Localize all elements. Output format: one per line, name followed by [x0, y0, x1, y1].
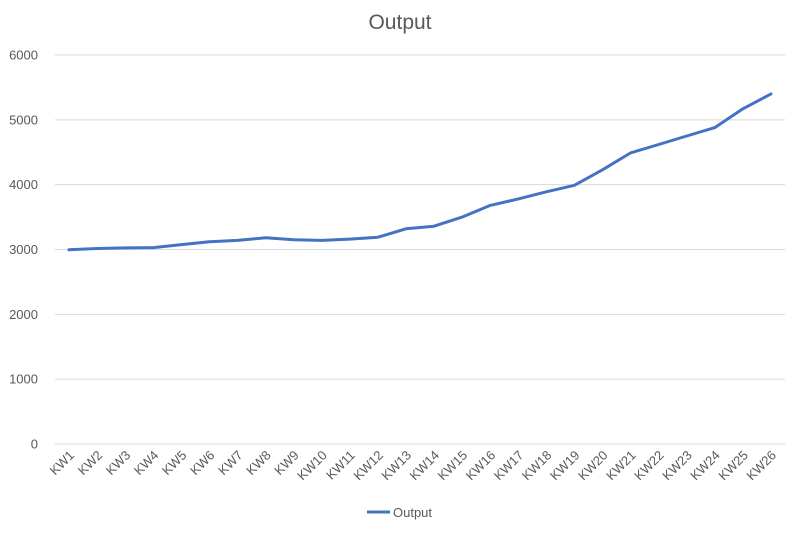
- chart-title: Output: [368, 11, 432, 34]
- x-tick-label: KW20: [575, 448, 611, 484]
- x-tick-label: KW18: [519, 448, 555, 484]
- x-tick-label: KW10: [294, 448, 330, 484]
- x-tick-label: KW7: [215, 448, 246, 479]
- y-tick-label: 6000: [9, 48, 38, 63]
- x-tick-label: KW13: [378, 448, 414, 484]
- series-lines: [67, 92, 773, 252]
- x-tick-label: KW4: [131, 448, 162, 479]
- x-tick-label: KW14: [407, 448, 443, 484]
- x-tick-label: KW19: [547, 448, 583, 484]
- y-tick-label: 3000: [9, 242, 38, 257]
- gridlines: [55, 54, 785, 445]
- x-tick-label: KW12: [350, 448, 386, 484]
- y-tick-label: 5000: [9, 112, 38, 127]
- x-tick-label: KW1: [47, 448, 78, 479]
- x-tick-label: KW26: [743, 448, 779, 484]
- x-tick-label: KW16: [463, 448, 499, 484]
- x-tick-label: KW23: [659, 448, 695, 484]
- x-tick-label: KW21: [603, 448, 639, 484]
- y-axis-ticks: 0 1000 2000 3000 4000 5000 6000: [9, 48, 38, 452]
- y-tick-label: 0: [31, 437, 38, 452]
- y-tick-label: 4000: [9, 177, 38, 192]
- x-tick-label: KW11: [323, 448, 358, 483]
- x-tick-label: KW17: [491, 448, 527, 484]
- x-tick-label: KW6: [187, 448, 218, 479]
- x-tick-label: KW24: [687, 448, 723, 484]
- legend: Output: [367, 505, 432, 520]
- y-tick-label: 2000: [9, 307, 38, 322]
- x-tick-label: KW22: [631, 448, 667, 484]
- x-tick-label: KW15: [435, 448, 471, 484]
- x-tick-label: KW2: [75, 448, 106, 479]
- x-tick-label: KW8: [243, 448, 274, 479]
- y-tick-label: 1000: [9, 372, 38, 387]
- legend-label-output: Output: [393, 505, 432, 520]
- x-tick-label: KW25: [715, 448, 751, 484]
- x-axis-ticks: KW1KW2KW3KW4KW5KW6KW7KW8KW9KW10KW11KW12K…: [47, 448, 779, 484]
- x-tick-label: KW5: [159, 448, 190, 479]
- x-tick-label: KW3: [103, 448, 134, 479]
- series-line-output: [67, 92, 773, 252]
